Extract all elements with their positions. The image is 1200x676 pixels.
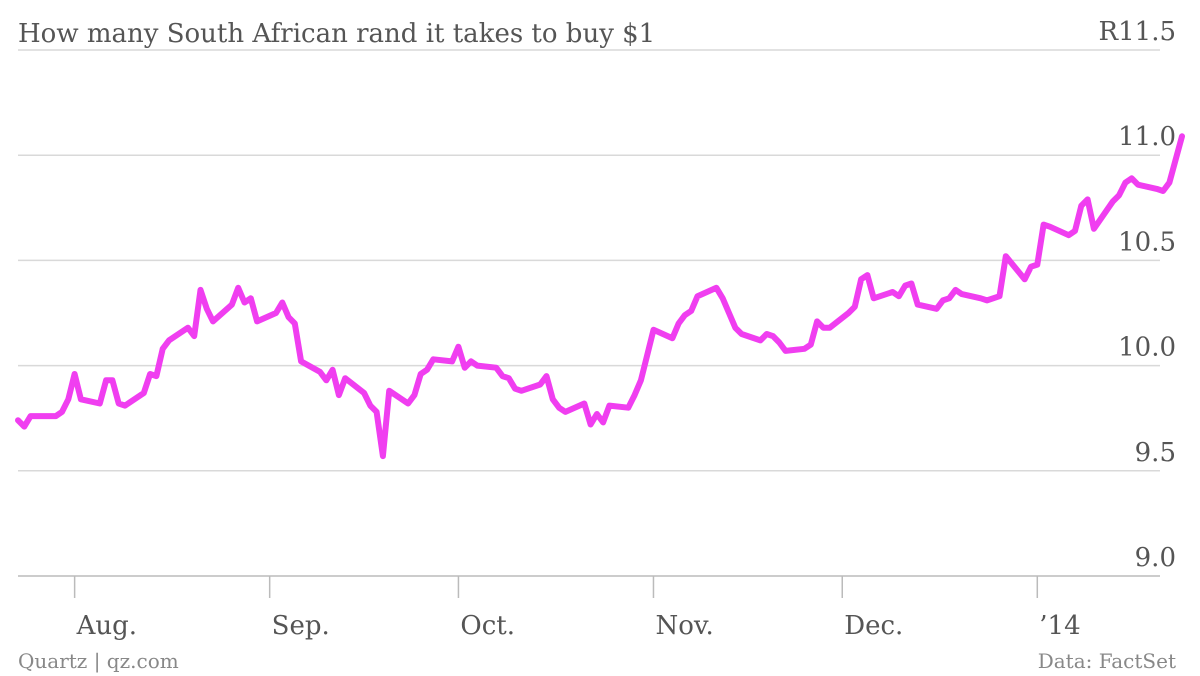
y-tick-label: R11.5 <box>1099 17 1176 47</box>
x-tick-label: ’14 <box>1039 611 1080 641</box>
y-tick-label: 10.0 <box>1118 333 1176 363</box>
x-tick-label: Sep. <box>272 611 330 641</box>
y-axis-ticks: R11.5 11.0 10.5 10.0 9.5 9.0 <box>1099 17 1176 573</box>
y-tick-label: 9.5 <box>1135 438 1176 468</box>
source-credit: Quartz | qz.com <box>18 649 179 674</box>
x-tick-label: Dec. <box>844 611 903 641</box>
x-tick-label: Nov. <box>655 611 713 641</box>
series-line-zar-per-usd <box>15 133 1185 460</box>
data-source: Data: FactSet <box>1038 649 1176 673</box>
x-tick-label: Oct. <box>460 611 515 641</box>
chart-title: How many South African rand it takes to … <box>18 19 655 49</box>
y-tick-label: 9.0 <box>1135 543 1176 573</box>
series-layer <box>15 133 1185 460</box>
x-tick-label: Aug. <box>76 611 137 641</box>
gridlines <box>18 49 1160 577</box>
y-tick-label: 11.0 <box>1118 122 1176 152</box>
x-axis-ticks: Aug. Sep. Oct. Nov. Dec. ’14 <box>73 576 1081 641</box>
y-tick-label: 10.5 <box>1118 227 1176 257</box>
